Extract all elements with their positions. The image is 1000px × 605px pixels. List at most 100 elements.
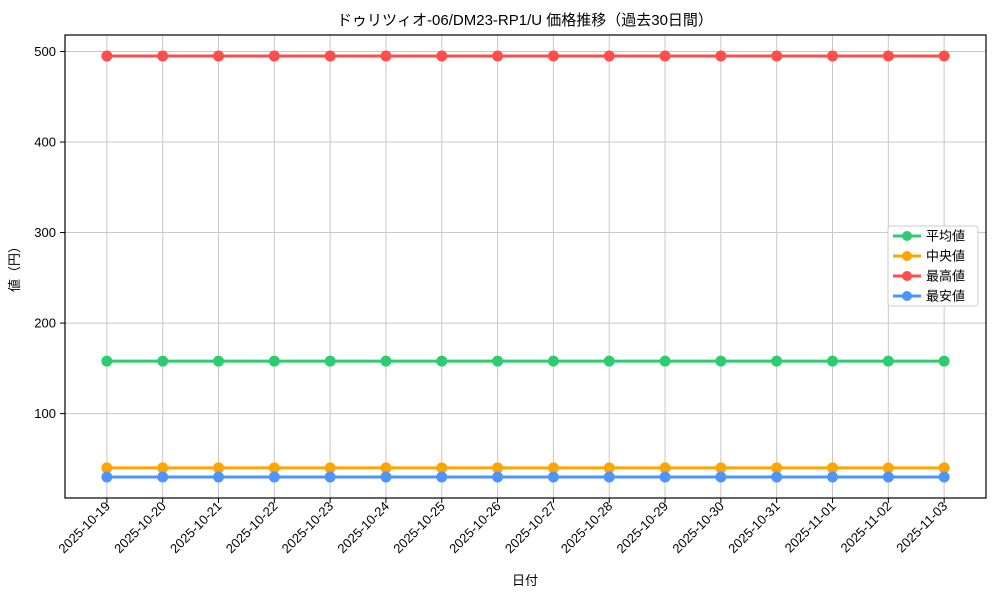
data-point-max	[324, 50, 336, 62]
data-point-average	[771, 355, 783, 367]
data-point-median	[436, 462, 448, 474]
chart-title: ドゥリツィオ-06/DM23-RP1/U 価格推移（過去30日間）	[337, 12, 713, 29]
legend-label: 最安値	[926, 289, 965, 304]
data-point-min	[547, 471, 559, 483]
y-axis-label: 値（円）	[7, 240, 22, 292]
plot-border	[64, 34, 987, 499]
data-point-median	[938, 462, 950, 474]
x-tick-label: 2025-10-25	[390, 499, 448, 557]
data-point-median	[771, 462, 783, 474]
data-point-average	[715, 355, 727, 367]
legend-item-median: 中央値	[893, 249, 965, 264]
data-point-max	[213, 50, 224, 62]
x-tick-label: 2025-10-28	[558, 499, 616, 557]
series-average	[101, 355, 950, 367]
data-point-median	[101, 462, 113, 474]
data-point-min	[659, 471, 671, 483]
x-tick-label: 2025-10-31	[725, 499, 783, 557]
y-tick-label: 100	[34, 406, 56, 421]
data-point-median	[659, 462, 671, 474]
data-point-average	[938, 355, 950, 367]
x-tick-label: 2025-10-23	[279, 499, 337, 557]
x-tick-label: 2025-11-03	[893, 499, 950, 556]
data-point-min	[715, 471, 727, 483]
data-point-median	[715, 462, 727, 474]
data-point-max	[603, 50, 615, 62]
data-point-min	[827, 471, 838, 483]
data-point-average	[380, 355, 392, 367]
data-point-max	[492, 50, 504, 62]
data-point-min	[771, 471, 783, 483]
data-point-average	[659, 355, 671, 367]
legend-marker	[902, 251, 912, 261]
data-point-max	[882, 50, 894, 62]
data-point-median	[268, 462, 280, 474]
legend-item-average: 平均値	[893, 229, 965, 244]
y-tick-label: 400	[34, 135, 56, 150]
data-point-median	[492, 462, 504, 474]
data-point-max	[659, 50, 671, 62]
legend-label: 最高値	[926, 269, 965, 284]
data-point-median	[827, 462, 838, 474]
x-tick-label: 2025-11-02	[837, 499, 894, 556]
series-median	[101, 462, 950, 474]
x-axis-label: 日付	[512, 573, 538, 588]
legend-item-max: 最高値	[893, 269, 965, 284]
y-tick-label: 200	[34, 316, 56, 331]
data-point-median	[213, 462, 224, 474]
data-point-min	[101, 471, 113, 483]
data-point-median	[547, 462, 559, 474]
data-point-max	[715, 50, 727, 62]
data-point-average	[157, 355, 169, 367]
data-point-min	[157, 471, 169, 483]
data-point-min	[213, 471, 224, 483]
x-tick-label: 2025-10-21	[167, 499, 225, 557]
data-point-min	[324, 471, 336, 483]
data-point-average	[213, 355, 224, 367]
data-point-average	[827, 355, 838, 367]
data-point-median	[380, 462, 392, 474]
data-point-average	[603, 355, 615, 367]
data-point-min	[492, 471, 504, 483]
y-tick-label: 300	[34, 225, 56, 240]
series-min	[101, 471, 950, 483]
legend-marker	[902, 291, 912, 301]
y-tick-label: 500	[34, 44, 56, 59]
legend-marker	[902, 271, 912, 281]
data-point-median	[603, 462, 615, 474]
x-tick-label: 2025-10-26	[446, 499, 504, 557]
data-point-max	[268, 50, 280, 62]
x-tick-label: 2025-10-24	[334, 499, 392, 557]
data-point-average	[436, 355, 448, 367]
legend-label: 平均値	[926, 229, 965, 244]
data-point-min	[380, 471, 392, 483]
data-point-max	[436, 50, 448, 62]
series-max	[101, 50, 950, 62]
data-point-median	[324, 462, 336, 474]
data-point-max	[771, 50, 783, 62]
data-point-min	[268, 471, 280, 483]
data-point-max	[157, 50, 169, 62]
data-point-average	[882, 355, 894, 367]
legend-item-min: 最安値	[893, 289, 965, 304]
x-tick-label: 2025-10-27	[502, 499, 560, 557]
data-point-average	[268, 355, 280, 367]
data-point-min	[603, 471, 615, 483]
x-tick-label: 2025-10-19	[55, 499, 113, 557]
legend-marker	[902, 231, 912, 241]
x-tick-label: 2025-10-22	[223, 499, 281, 557]
data-point-max	[827, 50, 838, 62]
data-point-max	[101, 50, 113, 62]
legend-label: 中央値	[926, 249, 965, 264]
data-point-max	[380, 50, 392, 62]
data-point-min	[938, 471, 950, 483]
data-point-average	[324, 355, 336, 367]
data-point-max	[938, 50, 950, 62]
data-point-average	[101, 355, 113, 367]
data-point-median	[882, 462, 894, 474]
data-point-average	[492, 355, 504, 367]
data-point-min	[436, 471, 448, 483]
